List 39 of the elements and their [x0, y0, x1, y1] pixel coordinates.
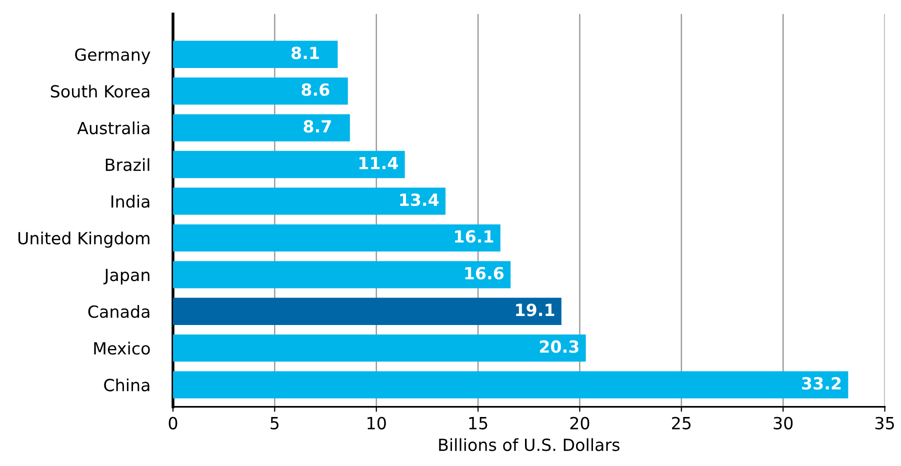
data-label: 8.7 [304, 120, 331, 133]
y-tick-label: United Kingdom [18, 232, 150, 248]
x-tick-label: 0 [168, 416, 178, 430]
bar [172, 371, 848, 398]
data-label: 20.3 [540, 340, 578, 353]
x-tick-label: 25 [672, 416, 691, 430]
y-tick-label: China [104, 378, 150, 392]
bar [172, 114, 350, 142]
y-tick-label: Germany [75, 48, 150, 64]
bar [172, 188, 446, 215]
data-label: 8.6 [302, 83, 330, 96]
data-label: 8.1 [292, 46, 319, 60]
bar [172, 224, 500, 252]
x-tick-label: 15 [469, 417, 488, 430]
bar [172, 40, 338, 68]
bar [172, 334, 586, 362]
y-tick-label: Canada [88, 305, 150, 318]
bar [172, 298, 562, 325]
bar [172, 150, 405, 178]
x-tick-label: 30 [774, 416, 793, 430]
x-axis-title: Billions of U.S. Dollars [439, 438, 620, 452]
data-label: 33.2 [802, 377, 841, 390]
y-tick-label: Australia [77, 121, 150, 134]
y-tick-label: India [112, 194, 150, 208]
y-tick-label: Brazil [106, 158, 150, 172]
y-tick-label: Japan [103, 268, 150, 284]
x-tick-label: 10 [368, 416, 386, 430]
data-label: 19.1 [516, 304, 554, 316]
x-tick-label: 35 [875, 416, 894, 430]
data-label: 16.6 [465, 266, 504, 280]
bar [172, 261, 511, 288]
y-tick-label: South Korea [50, 84, 150, 98]
data-label: 16.1 [455, 230, 494, 243]
bar [172, 77, 348, 105]
x-tick-label: 20 [570, 416, 590, 430]
data-label: 11.4 [359, 156, 398, 170]
x-tick-label: 5 [270, 417, 279, 430]
data-label: 13.4 [400, 193, 439, 206]
y-tick-label: Mexico [94, 342, 150, 355]
